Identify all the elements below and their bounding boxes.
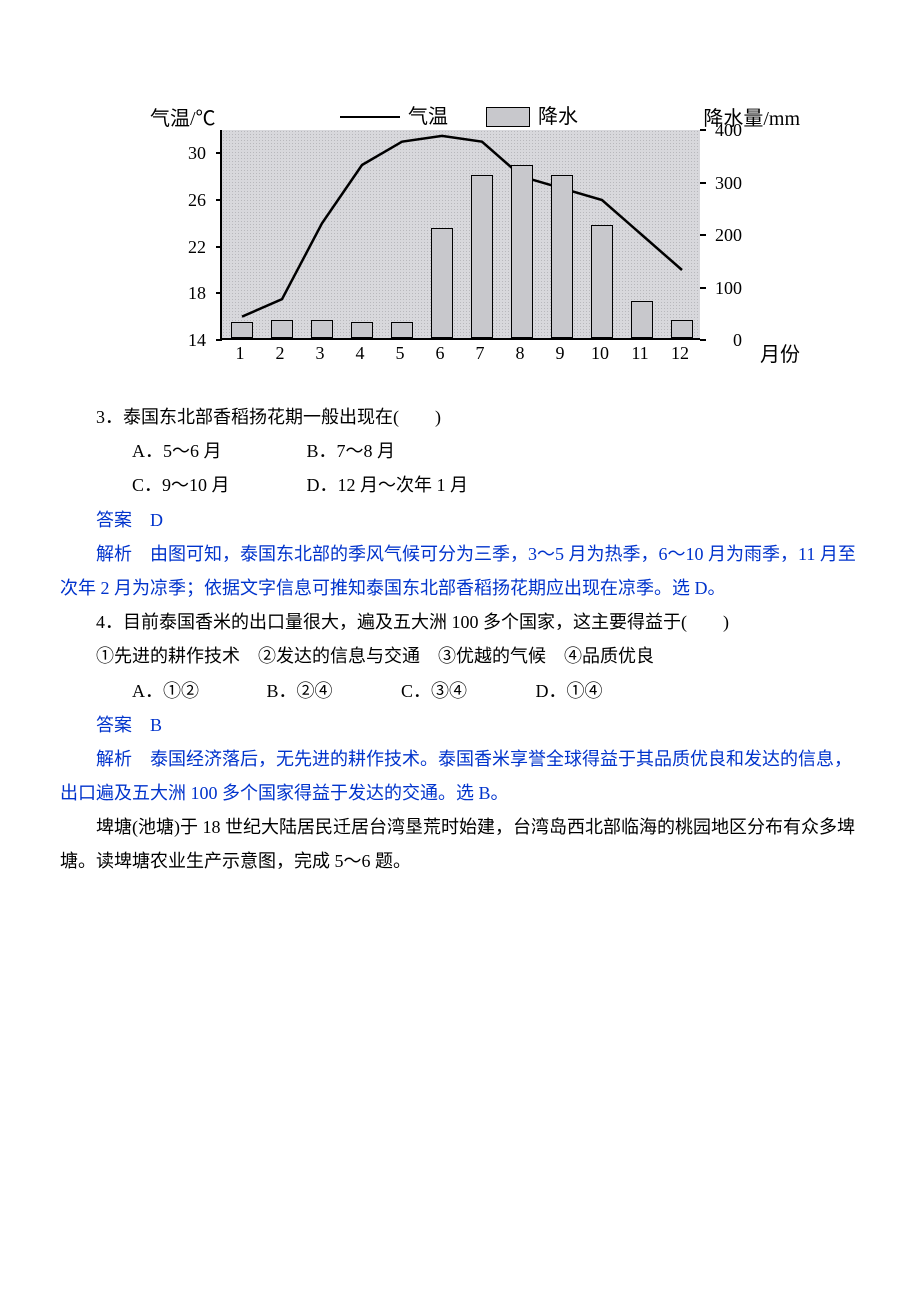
q3-opt-a: A．5～6 月 [96, 434, 266, 468]
x-tick-label: 12 [671, 336, 689, 370]
x-tick-label: 4 [356, 336, 365, 370]
x-tick-label: 2 [276, 336, 285, 370]
temperature-line [222, 130, 702, 340]
left-y-tick-label: 22 [188, 230, 206, 264]
x-tick-label: 1 [236, 336, 245, 370]
q4-answer: 答案 B [60, 708, 860, 742]
left-y-tick-label: 30 [188, 136, 206, 170]
q3-answer: 答案 D [60, 503, 860, 537]
chart-plot-area [220, 130, 700, 340]
right-y-tick-label: 300 [715, 165, 742, 199]
left-y-tick-label: 26 [188, 183, 206, 217]
x-axis-title: 月份 [760, 336, 800, 374]
precip-bar [631, 301, 653, 338]
q3-explanation: 解析 由图可知，泰国东北部的季风气候可分为三季，3～5 月为热季，6～10 月为… [60, 537, 860, 605]
right-y-tick-label: 0 [733, 323, 742, 357]
left-y-axis-title: 气温/℃ [150, 100, 216, 138]
q3-opt-d: D．12 月～次年 1 月 [271, 468, 469, 502]
x-tick-label: 10 [591, 336, 609, 370]
q4-options: A．①② B．②④ C．③④ D．①④ [60, 674, 860, 708]
right-y-tick-label: 400 [715, 113, 742, 147]
q4-opt-b: B．②④ [231, 674, 361, 708]
passage-56: 埤塘(池塘)于 18 世纪大陆居民迁居台湾垦荒时始建，台湾岛西北部临海的桃园地区… [60, 810, 860, 878]
right-y-tick-label: 200 [715, 218, 742, 252]
x-tick-label: 9 [556, 336, 565, 370]
x-tick-label: 8 [516, 336, 525, 370]
q3-options-row2: C．9～10 月 D．12 月～次年 1 月 [60, 468, 860, 502]
precip-bar [471, 175, 493, 338]
q3-stem: 3．泰国东北部香稻扬花期一般出现在( ) [60, 400, 860, 434]
precip-bar [511, 165, 533, 338]
left-y-tick-label: 14 [188, 323, 206, 357]
legend-line-swatch [340, 116, 400, 118]
q3-options-row1: A．5～6 月 B．7～8 月 [60, 434, 860, 468]
precip-bar [431, 228, 453, 338]
x-tick-label: 6 [436, 336, 445, 370]
precip-bar [591, 225, 613, 338]
q4-opt-a: A．①② [96, 674, 226, 708]
x-tick-label: 3 [316, 336, 325, 370]
x-tick-label: 7 [476, 336, 485, 370]
x-tick-label: 11 [631, 336, 648, 370]
precip-bar [551, 175, 573, 338]
q4-stem: 4．目前泰国香米的出口量很大，遍及五大洲 100 多个国家，这主要得益于( ) [60, 605, 860, 639]
legend-bar-swatch [486, 107, 530, 127]
q4-items: ①先进的耕作技术 ②发达的信息与交通 ③优越的气候 ④品质优良 [60, 639, 860, 673]
q4-opt-c: C．③④ [365, 674, 495, 708]
left-y-tick-label: 18 [188, 276, 206, 310]
x-tick-label: 5 [396, 336, 405, 370]
document-body: 3．泰国东北部香稻扬花期一般出现在( ) A．5～6 月 B．7～8 月 C．9… [60, 400, 860, 879]
q3-opt-c: C．9～10 月 [96, 468, 266, 502]
q3-opt-b: B．7～8 月 [271, 434, 441, 468]
right-y-tick-label: 100 [715, 270, 742, 304]
q4-explanation: 解析 泰国经济落后，无先进的耕作技术。泰国香米享誉全球得益于其品质优良和发达的信… [60, 742, 860, 810]
q4-opt-d: D．①④ [500, 674, 630, 708]
climate-chart: 气温 降水 气温/℃ 降水量/mm 月份 1418222630010020030… [140, 90, 780, 380]
